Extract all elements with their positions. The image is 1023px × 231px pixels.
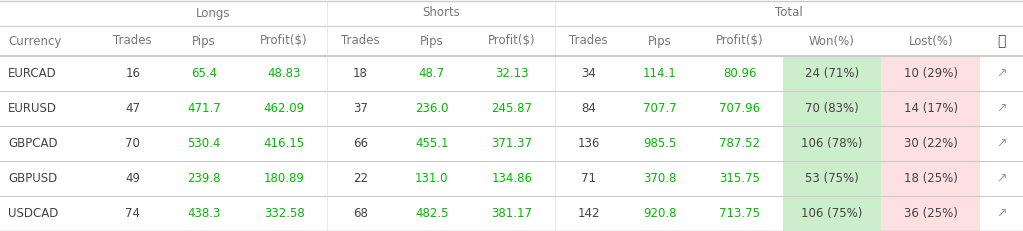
- Text: 136: 136: [577, 137, 599, 150]
- Text: 370.8: 370.8: [643, 172, 676, 185]
- Text: 381.17: 381.17: [491, 207, 533, 220]
- Text: 84: 84: [581, 102, 596, 115]
- Text: 32.13: 32.13: [495, 67, 529, 80]
- Text: EURUSD: EURUSD: [8, 102, 57, 115]
- Text: 10 (29%): 10 (29%): [904, 67, 958, 80]
- Text: 106 (78%): 106 (78%): [801, 137, 862, 150]
- Text: 14 (17%): 14 (17%): [904, 102, 958, 115]
- Text: Pips: Pips: [648, 34, 672, 48]
- Text: GBPCAD: GBPCAD: [8, 137, 57, 150]
- Bar: [783, 56, 882, 91]
- Bar: [882, 126, 980, 161]
- Text: 142: 142: [577, 207, 599, 220]
- Text: Won(%): Won(%): [809, 34, 855, 48]
- Text: GBPUSD: GBPUSD: [8, 172, 57, 185]
- Text: 34: 34: [581, 67, 596, 80]
- Bar: [882, 91, 980, 126]
- Text: Pips: Pips: [420, 34, 444, 48]
- Text: 239.8: 239.8: [187, 172, 221, 185]
- Text: 530.4: 530.4: [187, 137, 221, 150]
- Bar: [783, 196, 882, 231]
- Bar: [783, 161, 882, 196]
- Text: 920.8: 920.8: [643, 207, 676, 220]
- Text: 48.7: 48.7: [418, 67, 445, 80]
- Text: 114.1: 114.1: [642, 67, 676, 80]
- Text: ↗: ↗: [996, 67, 1007, 80]
- Text: Trades: Trades: [342, 34, 380, 48]
- Text: 49: 49: [125, 172, 140, 185]
- Text: 787.52: 787.52: [719, 137, 760, 150]
- Text: 80.96: 80.96: [723, 67, 757, 80]
- Text: 438.3: 438.3: [187, 207, 221, 220]
- Text: 245.87: 245.87: [491, 102, 533, 115]
- Text: 70 (83%): 70 (83%): [805, 102, 859, 115]
- Text: 455.1: 455.1: [415, 137, 449, 150]
- Bar: [882, 196, 980, 231]
- Text: ↗: ↗: [996, 172, 1007, 185]
- Text: 70: 70: [125, 137, 140, 150]
- Text: 22: 22: [353, 172, 368, 185]
- Text: 66: 66: [353, 137, 368, 150]
- Text: 74: 74: [125, 207, 140, 220]
- Text: 48.83: 48.83: [267, 67, 301, 80]
- Text: 47: 47: [125, 102, 140, 115]
- Text: 985.5: 985.5: [643, 137, 676, 150]
- Text: 371.37: 371.37: [491, 137, 533, 150]
- Text: 462.09: 462.09: [264, 102, 305, 115]
- Text: USDCAD: USDCAD: [8, 207, 58, 220]
- Text: 134.86: 134.86: [491, 172, 533, 185]
- Text: 471.7: 471.7: [187, 102, 221, 115]
- Text: Lost(%): Lost(%): [908, 34, 953, 48]
- Text: 30 (22%): 30 (22%): [904, 137, 958, 150]
- Bar: [882, 161, 980, 196]
- Text: 180.89: 180.89: [264, 172, 305, 185]
- Text: 713.75: 713.75: [719, 207, 760, 220]
- Text: Profit($): Profit($): [260, 34, 308, 48]
- Text: ↗: ↗: [996, 102, 1007, 115]
- Text: ⧉: ⧉: [997, 34, 1006, 48]
- Text: ↗: ↗: [996, 137, 1007, 150]
- Bar: [783, 126, 882, 161]
- Text: Trades: Trades: [569, 34, 608, 48]
- Text: Longs: Longs: [195, 6, 230, 19]
- Text: 16: 16: [125, 67, 140, 80]
- Text: 53 (75%): 53 (75%): [805, 172, 859, 185]
- Text: Pips: Pips: [192, 34, 216, 48]
- Bar: [783, 91, 882, 126]
- Text: 416.15: 416.15: [264, 137, 305, 150]
- Text: Shorts: Shorts: [421, 6, 459, 19]
- Text: 36 (25%): 36 (25%): [904, 207, 958, 220]
- Text: 332.58: 332.58: [264, 207, 305, 220]
- Text: 315.75: 315.75: [719, 172, 760, 185]
- Text: 482.5: 482.5: [415, 207, 449, 220]
- Text: Total: Total: [775, 6, 803, 19]
- Text: 236.0: 236.0: [415, 102, 449, 115]
- Bar: [882, 56, 980, 91]
- Text: Currency: Currency: [8, 34, 61, 48]
- Text: ↗: ↗: [996, 207, 1007, 220]
- Text: Trades: Trades: [114, 34, 152, 48]
- Text: 37: 37: [353, 102, 368, 115]
- Text: EURCAD: EURCAD: [8, 67, 56, 80]
- Text: Profit($): Profit($): [488, 34, 536, 48]
- Text: 71: 71: [581, 172, 596, 185]
- Text: 24 (71%): 24 (71%): [805, 67, 859, 80]
- Text: 65.4: 65.4: [191, 67, 217, 80]
- Text: 707.96: 707.96: [719, 102, 760, 115]
- Text: 707.7: 707.7: [643, 102, 676, 115]
- Text: 131.0: 131.0: [415, 172, 449, 185]
- Text: 68: 68: [353, 207, 368, 220]
- Text: Profit($): Profit($): [716, 34, 764, 48]
- Text: 18: 18: [353, 67, 368, 80]
- Text: 18 (25%): 18 (25%): [904, 172, 958, 185]
- Text: 106 (75%): 106 (75%): [801, 207, 862, 220]
